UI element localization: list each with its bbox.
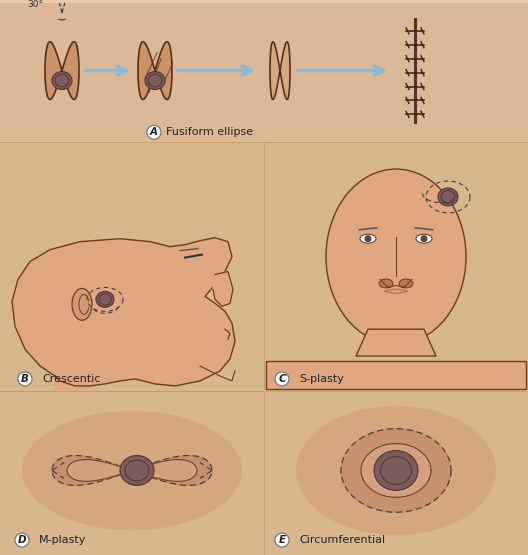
Circle shape: [15, 533, 29, 547]
Ellipse shape: [125, 460, 149, 481]
Circle shape: [275, 533, 289, 547]
Ellipse shape: [381, 457, 411, 485]
Ellipse shape: [52, 72, 72, 89]
Text: M-plasty: M-plasty: [39, 535, 87, 545]
Polygon shape: [45, 42, 79, 99]
Text: S-plasty: S-plasty: [299, 374, 344, 384]
Ellipse shape: [441, 191, 455, 203]
Ellipse shape: [360, 234, 376, 243]
Ellipse shape: [148, 74, 162, 87]
Ellipse shape: [374, 451, 418, 491]
Ellipse shape: [326, 169, 466, 344]
Circle shape: [18, 372, 32, 386]
Ellipse shape: [22, 411, 242, 530]
Ellipse shape: [72, 289, 92, 320]
Polygon shape: [356, 329, 436, 356]
Ellipse shape: [55, 74, 69, 87]
Ellipse shape: [438, 188, 458, 206]
Polygon shape: [361, 443, 431, 497]
Polygon shape: [12, 238, 235, 386]
Text: A: A: [150, 127, 158, 137]
FancyBboxPatch shape: [0, 142, 264, 391]
Ellipse shape: [379, 279, 393, 288]
Polygon shape: [213, 271, 233, 306]
Polygon shape: [67, 460, 197, 481]
Ellipse shape: [96, 291, 114, 307]
Ellipse shape: [416, 234, 432, 243]
Polygon shape: [138, 42, 172, 99]
Text: Circumferential: Circumferential: [299, 535, 385, 545]
Text: D: D: [17, 535, 26, 545]
FancyBboxPatch shape: [0, 391, 264, 555]
Ellipse shape: [420, 235, 428, 242]
Polygon shape: [52, 456, 212, 486]
Circle shape: [147, 125, 161, 139]
Ellipse shape: [296, 406, 496, 535]
Polygon shape: [270, 42, 290, 99]
Ellipse shape: [120, 456, 154, 486]
Ellipse shape: [145, 72, 165, 89]
Text: B: B: [21, 374, 29, 384]
Ellipse shape: [399, 279, 413, 288]
Circle shape: [275, 372, 289, 386]
FancyBboxPatch shape: [264, 391, 528, 555]
Text: 30°: 30°: [27, 1, 43, 9]
Text: C: C: [278, 374, 286, 384]
Ellipse shape: [99, 294, 111, 305]
Ellipse shape: [364, 235, 372, 242]
Text: Crescentic: Crescentic: [42, 374, 100, 384]
Polygon shape: [55, 376, 90, 389]
Polygon shape: [341, 428, 451, 512]
Text: Fusiform ellipse: Fusiform ellipse: [166, 127, 253, 137]
FancyBboxPatch shape: [0, 3, 528, 142]
Polygon shape: [266, 361, 526, 389]
Text: E: E: [278, 535, 286, 545]
FancyBboxPatch shape: [264, 142, 528, 391]
